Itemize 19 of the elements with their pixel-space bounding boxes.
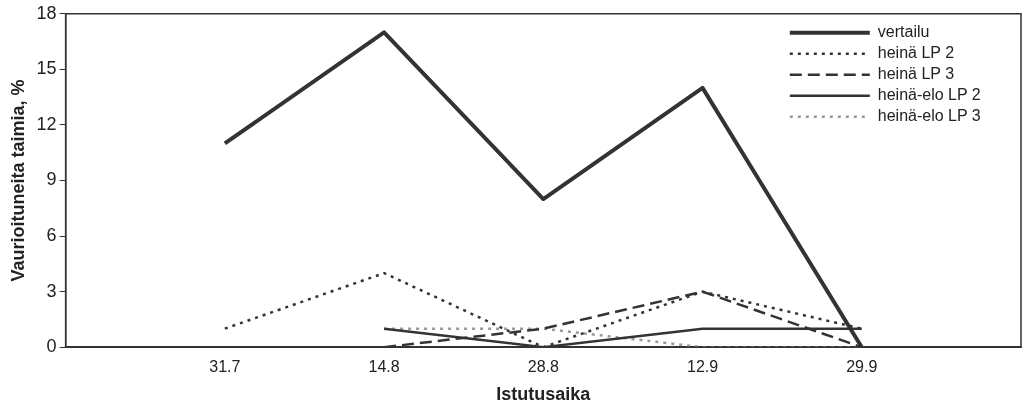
y-tick-label: 0 (46, 336, 57, 357)
y-tick-label: 6 (46, 225, 57, 246)
legend-label: heinä LP 3 (877, 65, 955, 83)
legend-label: heinä-elo LP 2 (877, 86, 981, 104)
y-tick-label: 12 (36, 113, 57, 134)
x-tick-label: 28.8 (527, 358, 559, 376)
legend-label: heinä-elo LP 3 (877, 107, 981, 125)
y-tick-label: 15 (36, 58, 57, 79)
y-tick-label: 18 (36, 2, 57, 23)
y-axis-title: Vaurioituneita taimia, % (7, 79, 28, 282)
x-tick-label: 29.9 (846, 358, 878, 376)
x-tick-label: 12.9 (686, 358, 719, 376)
x-tick-label: 31.7 (209, 358, 241, 376)
y-tick-label: 3 (46, 280, 57, 301)
x-axis-title: Istutusaika (496, 384, 592, 405)
legend-label: heinä LP 2 (877, 44, 955, 62)
x-tick-label: 14.8 (368, 358, 400, 376)
y-tick-label: 9 (46, 169, 57, 190)
legend-label: vertailu (877, 23, 930, 41)
